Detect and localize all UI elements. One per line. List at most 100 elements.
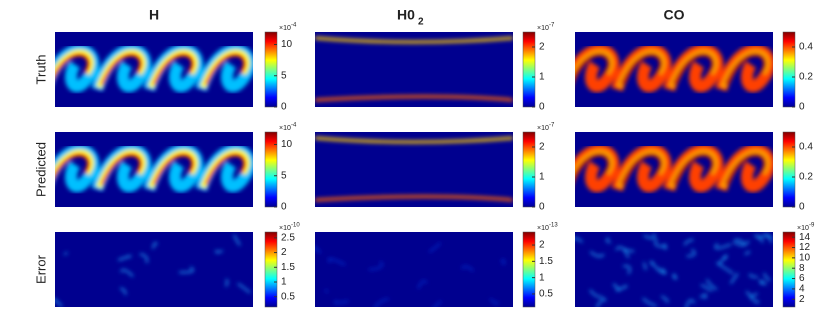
error-streak <box>428 242 441 253</box>
swirl <box>720 49 770 89</box>
error-streak <box>461 265 474 272</box>
colorbar-tick-label: 10 <box>799 253 811 264</box>
column-title: CO <box>664 7 685 23</box>
error-streak <box>120 269 134 277</box>
error-streak <box>685 299 696 307</box>
swirl <box>148 149 198 189</box>
error-streak <box>749 296 759 304</box>
colorbar-tick-label: 5 <box>281 170 287 181</box>
swirl <box>100 53 143 86</box>
column-title: H <box>149 7 159 23</box>
band <box>315 195 513 202</box>
scale-base: ×10 <box>537 25 549 32</box>
error-streak <box>120 287 127 295</box>
colorbar-tick-label: 0.5 <box>539 289 553 300</box>
colorbar <box>522 131 536 208</box>
error-streak <box>749 273 758 279</box>
error-streak <box>500 259 505 266</box>
field-image <box>575 32 773 107</box>
error-streak <box>368 260 383 271</box>
error-streak <box>575 237 583 243</box>
colorbar-tick-label: 0.4 <box>799 142 813 153</box>
field-pattern <box>315 36 513 102</box>
field-image <box>315 32 513 107</box>
swirl <box>724 53 767 86</box>
colorbar <box>264 231 278 308</box>
error-streak <box>63 251 68 256</box>
colorbar-tick-label: 10 <box>281 139 293 150</box>
colorbar <box>264 131 278 208</box>
error-streak <box>334 300 349 304</box>
swirl <box>720 149 770 189</box>
scale-base: ×10 <box>279 125 291 132</box>
colorbar <box>782 131 796 208</box>
error-streak <box>374 298 390 307</box>
error-streak <box>489 298 499 305</box>
error-streak <box>152 242 158 249</box>
error-streak <box>706 279 718 291</box>
error-streak <box>759 279 767 286</box>
swirl <box>668 49 718 89</box>
swirl <box>575 149 614 178</box>
scale-exponent: -9 <box>809 223 815 229</box>
colorbar-tick-label: 0.2 <box>799 72 813 83</box>
swirl <box>616 49 666 89</box>
colorbar <box>522 231 536 308</box>
error-streak <box>764 233 773 244</box>
error-streak <box>215 249 223 254</box>
column-title-subscript: 2 <box>418 17 424 28</box>
error-streak <box>589 251 605 257</box>
error-streak <box>55 298 63 307</box>
colorbar-tick-label: 0 <box>281 102 287 113</box>
field-image <box>315 232 513 307</box>
error-streak <box>233 234 241 246</box>
error-streak <box>642 297 657 307</box>
swirl <box>152 53 195 86</box>
swirl <box>672 53 715 86</box>
error-streak <box>700 284 713 292</box>
swirl <box>200 149 250 189</box>
scale-base: ×10 <box>279 25 291 32</box>
error-streak <box>699 293 707 300</box>
colorbar-tick-label: 8 <box>799 263 805 274</box>
error-streak <box>589 289 603 298</box>
field-background <box>315 232 513 307</box>
colorbar-tick-label: 2.5 <box>281 233 295 244</box>
colorbar-tick-label: 0 <box>281 202 287 213</box>
error-streak <box>643 233 656 239</box>
field-pattern <box>575 233 773 307</box>
colorbar-tick-label: 12 <box>799 242 811 253</box>
error-streak <box>684 238 694 246</box>
swirl <box>55 149 94 178</box>
colorbar-tick-label: 1 <box>539 272 545 283</box>
colorbar-tick-label: 1.5 <box>539 256 553 267</box>
scale-base: ×10 <box>537 125 549 132</box>
error-streak <box>663 243 667 250</box>
colorbar-tick-label: 0.5 <box>281 291 295 302</box>
colorbar-tick-label: 2 <box>799 294 805 305</box>
swirl <box>575 153 611 178</box>
error-streak <box>615 246 630 259</box>
error-streak <box>657 268 667 275</box>
error-streak <box>315 246 322 254</box>
swirl <box>96 49 146 89</box>
field-background <box>55 232 253 307</box>
field-pattern <box>315 136 513 202</box>
colorbar-tick-label: 6 <box>799 273 805 284</box>
colorbar-tick-label: 1 <box>539 172 545 183</box>
colorbar-tick-label: 1.5 <box>281 262 295 273</box>
swirl <box>152 153 195 186</box>
swirl <box>96 149 146 189</box>
error-streak <box>624 248 635 252</box>
colorbar-tick-label: 0.4 <box>799 42 813 53</box>
field-image <box>55 232 253 307</box>
field-pattern <box>55 234 251 307</box>
error-streak <box>733 240 750 246</box>
error-streak <box>327 258 346 266</box>
field-image <box>315 132 513 207</box>
error-streak <box>118 255 132 261</box>
error-streak <box>417 280 428 289</box>
colorbar-tick-label: 1 <box>281 277 287 288</box>
scale-exponent: -4 <box>291 123 297 129</box>
